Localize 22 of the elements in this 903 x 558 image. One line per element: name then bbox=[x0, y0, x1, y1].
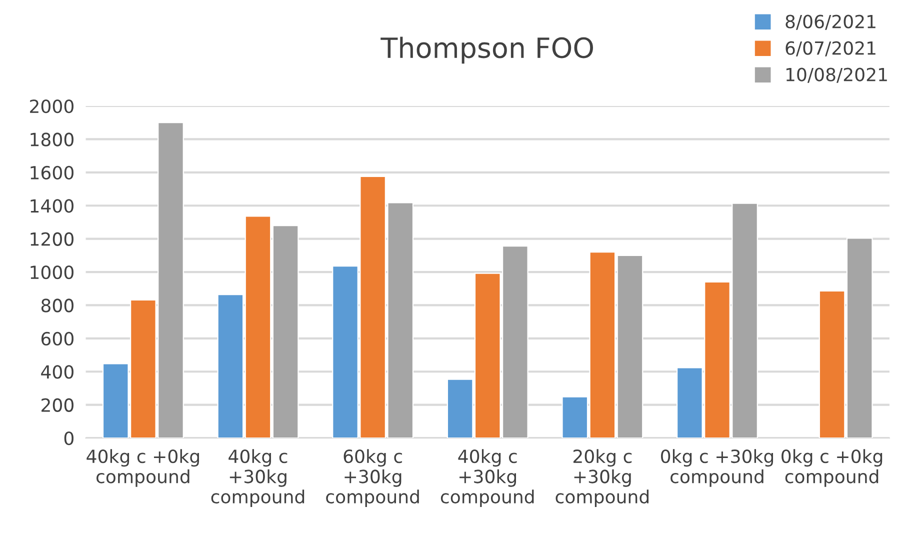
legend-label: 6/07/2021 bbox=[786, 41, 876, 56]
x-tick-label: 20kg c +30kg compound bbox=[556, 449, 648, 508]
y-tick-label: 1000 bbox=[30, 265, 74, 280]
y-tick-label: 800 bbox=[41, 298, 74, 312]
y-tick-label: 600 bbox=[41, 332, 74, 346]
y-tick-label: 2000 bbox=[30, 99, 74, 114]
x-tick-label: 40kg c +0kg compound bbox=[86, 449, 199, 487]
y-tick-label: 1800 bbox=[30, 132, 74, 146]
y-tick-label: 200 bbox=[42, 398, 74, 412]
y-tick-label: 400 bbox=[41, 365, 74, 379]
y-tick-label: 1400 bbox=[30, 199, 74, 213]
x-tick-label: 40kg c +30kg compound bbox=[211, 449, 304, 508]
x-tick-label: 0kg c +0kg compound bbox=[782, 449, 882, 487]
x-tick-label: 0kg c +30kg compound bbox=[661, 449, 774, 487]
legend-label: 8/06/2021 bbox=[786, 14, 876, 30]
chart-title: Thompson FOO bbox=[380, 36, 593, 64]
y-tick-label: 0 bbox=[64, 431, 74, 446]
x-tick-label: 40kg c +30kg compound bbox=[440, 449, 534, 508]
y-tick-label: 1200 bbox=[30, 232, 74, 246]
y-tick-label: 1600 bbox=[30, 166, 74, 180]
x-tick-label: 60kg c +30kg compound bbox=[326, 449, 419, 508]
legend-label: 10/08/2021 bbox=[786, 68, 887, 83]
